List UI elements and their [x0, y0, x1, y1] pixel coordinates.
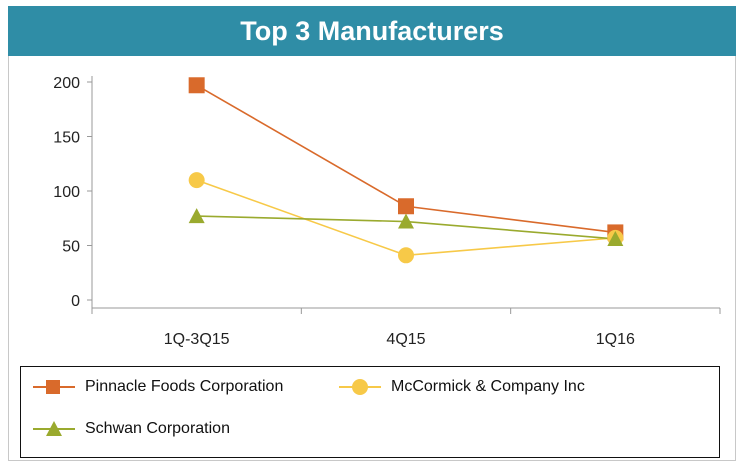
data-point-triangle: [398, 213, 414, 229]
legend-label: McCormick & Company Inc: [391, 378, 585, 395]
legend-item-mccormick: McCormick & Company Inc: [337, 377, 585, 397]
legend: Pinnacle Foods Corporation McCormick & C…: [20, 366, 720, 458]
data-point-triangle: [607, 230, 624, 246]
legend-item-pinnacle: Pinnacle Foods Corporation: [31, 377, 283, 397]
legend-label: Schwan Corporation: [85, 420, 230, 437]
legend-item-schwan: Schwan Corporation: [31, 419, 230, 439]
y-tick-label: 200: [53, 75, 80, 92]
legend-label: Pinnacle Foods Corporation: [85, 378, 284, 395]
data-point-triangle: [188, 208, 205, 224]
data-point-square: [398, 198, 414, 215]
data-point-circle: [188, 172, 205, 189]
y-tick-label: 0: [71, 293, 80, 310]
square-marker-icon: [33, 380, 75, 394]
x-tick-label: 1Q16: [596, 331, 635, 348]
x-tick-label: 4Q15: [386, 331, 425, 348]
circle-marker-icon: [339, 379, 381, 395]
y-tick-label: 50: [62, 239, 80, 256]
y-tick-label: 100: [53, 184, 80, 201]
chart-frame: [8, 56, 736, 461]
chart-title: Top 3 Manufacturers: [240, 15, 504, 46]
data-point-circle: [398, 247, 414, 264]
line-chart: 0 50 100 150 200 1Q-3Q15 4Q15 1Q16: [53, 75, 721, 348]
x-tick-label: 1Q-3Q15: [164, 331, 230, 348]
data-point-square: [188, 77, 205, 94]
y-tick-label: 150: [53, 130, 80, 147]
triangle-marker-icon: [33, 421, 75, 436]
chart-title-bar: Top 3 Manufacturers: [8, 6, 736, 56]
